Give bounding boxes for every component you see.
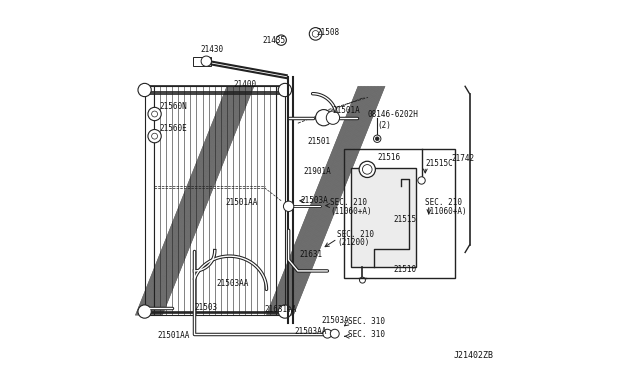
Bar <box>145 86 154 315</box>
Circle shape <box>201 56 211 66</box>
Text: (11060+A): (11060+A) <box>425 206 467 216</box>
Text: 21503A: 21503A <box>322 316 349 325</box>
Text: 21503A: 21503A <box>300 196 328 205</box>
Circle shape <box>148 108 161 121</box>
Text: 21501AA: 21501AA <box>157 331 190 340</box>
Circle shape <box>278 305 292 318</box>
Circle shape <box>152 111 157 117</box>
Text: SEC. 310: SEC. 310 <box>348 330 385 339</box>
Circle shape <box>152 133 157 139</box>
Circle shape <box>276 35 287 45</box>
Text: (11060+A): (11060+A) <box>330 206 372 216</box>
Circle shape <box>284 201 294 211</box>
Circle shape <box>418 177 425 184</box>
Circle shape <box>326 111 340 124</box>
Text: 21400: 21400 <box>233 80 257 89</box>
Circle shape <box>323 329 332 338</box>
Circle shape <box>138 305 151 318</box>
Text: 21503: 21503 <box>195 303 218 312</box>
Bar <box>344 149 455 278</box>
Text: 21560N: 21560N <box>159 102 187 111</box>
Text: 21501: 21501 <box>307 137 330 146</box>
Text: SEC. 310: SEC. 310 <box>348 317 385 326</box>
Circle shape <box>312 31 319 37</box>
Text: 21515C: 21515C <box>425 159 453 169</box>
Text: 21742: 21742 <box>451 154 474 163</box>
Circle shape <box>148 129 161 143</box>
Text: 21508: 21508 <box>316 28 339 37</box>
Circle shape <box>278 83 292 97</box>
Text: (21200): (21200) <box>337 238 370 247</box>
Circle shape <box>309 28 322 40</box>
Text: 21515: 21515 <box>394 215 417 224</box>
Text: SEC. 210: SEC. 210 <box>330 198 367 207</box>
Text: 08146-6202H: 08146-6202H <box>368 109 419 119</box>
Text: J21402ZB: J21402ZB <box>454 350 493 359</box>
Bar <box>351 167 416 267</box>
Circle shape <box>138 83 151 97</box>
Text: 21560E: 21560E <box>159 124 187 133</box>
Text: 21901A: 21901A <box>303 167 331 176</box>
Text: (2): (2) <box>377 121 391 129</box>
Circle shape <box>330 329 339 338</box>
Text: 21631: 21631 <box>299 250 322 259</box>
Circle shape <box>374 135 381 142</box>
Text: 21501AA: 21501AA <box>226 198 258 207</box>
Bar <box>276 86 285 315</box>
Text: SEC. 210: SEC. 210 <box>425 198 462 207</box>
Text: 21430: 21430 <box>200 45 223 54</box>
Text: 21503AA: 21503AA <box>216 279 249 288</box>
Text: 21516: 21516 <box>377 153 401 162</box>
Circle shape <box>316 110 332 126</box>
Text: 21503AA: 21503AA <box>294 327 326 336</box>
Circle shape <box>360 277 365 283</box>
Text: 21631+A: 21631+A <box>264 305 297 314</box>
Text: SEC. 210: SEC. 210 <box>337 230 374 239</box>
Circle shape <box>376 137 379 141</box>
Bar <box>154 86 276 315</box>
Circle shape <box>362 164 372 174</box>
Text: 21501A: 21501A <box>333 106 361 115</box>
Text: 21435: 21435 <box>263 36 286 45</box>
Circle shape <box>359 161 376 177</box>
Bar <box>193 57 211 66</box>
Text: 21510: 21510 <box>394 264 417 273</box>
